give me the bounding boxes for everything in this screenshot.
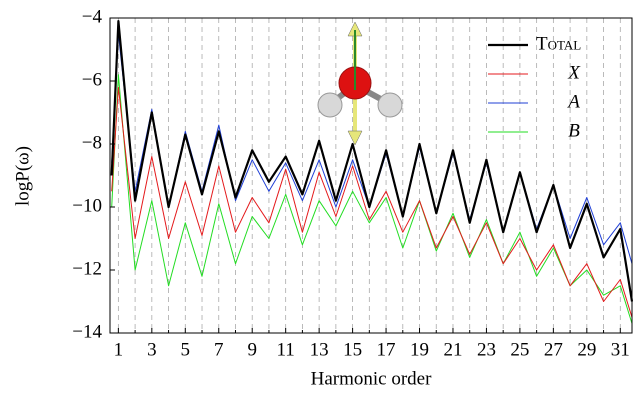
y-axis-label: logP(ω) xyxy=(12,146,33,206)
x-tick-label: 21 xyxy=(443,339,462,360)
x-tick-label: 5 xyxy=(181,339,191,360)
hydrogen xyxy=(317,92,343,118)
molecule-icon xyxy=(317,21,403,146)
x-tick-label: 29 xyxy=(577,339,596,360)
legend-label: A xyxy=(566,91,580,112)
legend-label: Total xyxy=(536,33,581,54)
series-line xyxy=(111,86,633,318)
x-axis-label: Harmonic order xyxy=(311,368,432,389)
x-tick-label: 13 xyxy=(310,339,329,360)
y-tick-label: −14 xyxy=(72,321,102,342)
y-tick-label: −12 xyxy=(72,258,102,279)
x-tick-label: 7 xyxy=(214,339,224,360)
series-line xyxy=(111,74,633,324)
plot-lines xyxy=(110,20,633,324)
plot-frame xyxy=(109,17,633,334)
y-tick-label: −8 xyxy=(82,132,102,153)
x-tick-label: 11 xyxy=(277,339,295,360)
legend-label: B xyxy=(568,120,580,141)
x-tick-label: 15 xyxy=(343,339,362,360)
grid xyxy=(117,18,621,333)
legend-label: X xyxy=(567,62,581,83)
x-tick-label: 1 xyxy=(114,339,124,360)
y-tick-label: −10 xyxy=(72,195,102,216)
x-tick-label: 31 xyxy=(611,339,630,360)
x-tick-label: 3 xyxy=(147,339,157,360)
y-tick-label: −6 xyxy=(82,69,102,90)
x-tick-label: 27 xyxy=(544,339,563,360)
hydrogen xyxy=(377,92,403,118)
series-line xyxy=(110,20,633,302)
x-tick-label: 17 xyxy=(377,339,396,360)
x-tick-label: 19 xyxy=(410,339,429,360)
y-tick-label: −4 xyxy=(82,6,103,27)
x-tick-label: 25 xyxy=(510,339,529,360)
arrow-head xyxy=(347,130,363,146)
x-tick-label: 9 xyxy=(247,339,257,360)
x-tick-label: 23 xyxy=(477,339,496,360)
legend: Total XAB xyxy=(488,33,581,141)
